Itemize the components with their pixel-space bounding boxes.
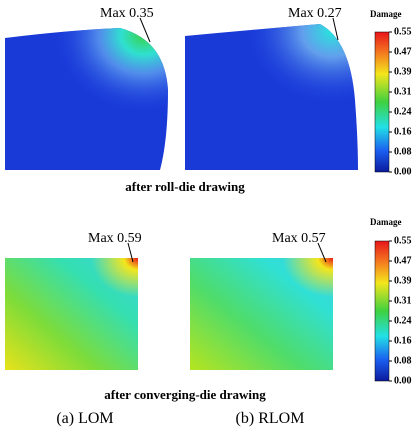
colorbar-tick-label: 0.24 (394, 106, 412, 117)
row-caption: after converging-die drawing (104, 387, 266, 402)
max-label: Max 0.35 (100, 6, 154, 21)
damage-region (5, 28, 168, 170)
colorbar-tick-label: 0.16 (394, 335, 412, 346)
max-label: Max 0.59 (88, 231, 142, 246)
colorbar-tick-label: 0.08 (394, 355, 412, 366)
row-caption: after roll-die drawing (125, 179, 245, 194)
leader-line (332, 17, 339, 41)
colorbar-tick-label: 0.24 (394, 315, 412, 326)
colorbar-tick-label: 0.00 (394, 375, 412, 386)
colorbar-tick-label: 0.31 (394, 86, 412, 97)
max-label: Max 0.57 (272, 231, 326, 246)
colorbar-tick-label: 0.55 (394, 26, 412, 37)
column-caption: (b) RLOM (236, 410, 305, 427)
colorbar-scale (374, 240, 390, 382)
colorbar-tick-label: 0.16 (394, 126, 412, 137)
colorbar-scale (374, 31, 390, 173)
colorbar: Damage 0.55 0.47 0.39 0.31 0.24 0.16 0.08 0.00 (370, 9, 412, 177)
leader-line (127, 242, 134, 263)
colorbar-title: Damage (370, 217, 402, 227)
colorbar-title: Damage (370, 9, 402, 19)
leader-line (317, 242, 327, 263)
colorbar-tick-label: 0.55 (394, 235, 412, 246)
colorbar: Damage 0.55 0.47 0.39 0.31 0.24 0.16 0.08 0.00 (370, 217, 412, 386)
colorbar-tick-label: 0.47 (394, 255, 412, 266)
damage-region (5, 258, 138, 370)
damage-region (185, 24, 358, 170)
colorbar-tick-label: 0.00 (394, 166, 412, 177)
leader-line (139, 17, 151, 43)
max-label: Max 0.27 (288, 6, 342, 21)
colorbar-tick-label: 0.08 (394, 146, 412, 157)
colorbar-tick-label: 0.47 (394, 46, 412, 57)
colorbar-tick-label: 0.31 (394, 295, 412, 306)
column-caption: (a) LOM (56, 410, 113, 427)
colorbar-tick-label: 0.39 (394, 275, 412, 286)
damage-region (190, 258, 333, 370)
colorbar-tick-label: 0.39 (394, 66, 412, 77)
